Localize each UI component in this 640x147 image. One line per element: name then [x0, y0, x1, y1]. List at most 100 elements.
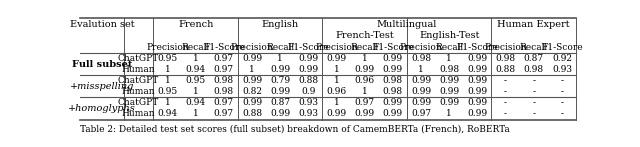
Text: 1: 1	[418, 65, 424, 74]
Text: 0.88: 0.88	[242, 110, 262, 118]
Text: 1: 1	[193, 110, 198, 118]
Text: Recall: Recall	[351, 43, 379, 52]
Text: F1-Score: F1-Score	[203, 43, 244, 52]
Text: French: French	[178, 20, 213, 29]
Text: -: -	[532, 87, 535, 96]
Text: 1: 1	[164, 98, 170, 107]
Text: 0.94: 0.94	[186, 65, 205, 74]
Text: 0.98: 0.98	[411, 54, 431, 63]
Text: 1: 1	[333, 98, 339, 107]
Text: Evalution set: Evalution set	[70, 20, 134, 29]
Text: 1: 1	[277, 54, 283, 63]
Text: English-Test: English-Test	[419, 31, 479, 40]
Text: 0.99: 0.99	[270, 87, 291, 96]
Text: 0.97: 0.97	[355, 98, 375, 107]
Text: -: -	[561, 87, 563, 96]
Text: 0.95: 0.95	[186, 76, 206, 85]
Text: 0.99: 0.99	[326, 110, 347, 118]
Text: -: -	[561, 98, 563, 107]
Text: 0.97: 0.97	[214, 54, 234, 63]
Text: -: -	[532, 76, 535, 85]
Text: 0.99: 0.99	[439, 76, 460, 85]
Text: 0.99: 0.99	[467, 76, 488, 85]
Text: 0.94: 0.94	[186, 98, 205, 107]
Text: 0.99: 0.99	[439, 87, 460, 96]
Text: -: -	[504, 98, 507, 107]
Text: 0.92: 0.92	[552, 54, 572, 63]
Text: 0.95: 0.95	[157, 87, 178, 96]
Text: 0.98: 0.98	[383, 76, 403, 85]
Text: -: -	[561, 110, 563, 118]
Text: 0.98: 0.98	[495, 54, 516, 63]
Text: -: -	[532, 110, 535, 118]
Text: 1: 1	[446, 54, 452, 63]
Text: ChatGPT: ChatGPT	[118, 98, 159, 107]
Text: 0.97: 0.97	[214, 98, 234, 107]
Text: 0.98: 0.98	[439, 65, 460, 74]
Text: 0.93: 0.93	[552, 65, 572, 74]
Text: 0.99: 0.99	[383, 110, 403, 118]
Text: 0.99: 0.99	[411, 98, 431, 107]
Text: F1-Score: F1-Score	[372, 43, 413, 52]
Text: 1: 1	[193, 54, 198, 63]
Text: 0.99: 0.99	[298, 54, 319, 63]
Text: 0.99: 0.99	[355, 110, 375, 118]
Text: -: -	[504, 87, 507, 96]
Text: 0.99: 0.99	[383, 98, 403, 107]
Text: 0.88: 0.88	[495, 65, 516, 74]
Text: 0.99: 0.99	[383, 65, 403, 74]
Text: 0.99: 0.99	[467, 98, 488, 107]
Text: 0.82: 0.82	[242, 87, 262, 96]
Text: 0.96: 0.96	[355, 76, 375, 85]
Text: 0.99: 0.99	[467, 65, 488, 74]
Text: Full subset: Full subset	[72, 60, 132, 69]
Text: Recall: Recall	[266, 43, 294, 52]
Text: 0.99: 0.99	[242, 54, 262, 63]
Text: 1: 1	[362, 54, 367, 63]
Text: 0.93: 0.93	[298, 98, 318, 107]
Text: Precision: Precision	[146, 43, 189, 52]
Text: 0.99: 0.99	[270, 110, 291, 118]
Text: Human: Human	[122, 110, 156, 118]
Text: Human: Human	[122, 87, 156, 96]
Text: 0.99: 0.99	[326, 54, 347, 63]
Text: 0.96: 0.96	[326, 87, 347, 96]
Text: -: -	[504, 76, 507, 85]
Text: Recall: Recall	[435, 43, 463, 52]
Text: Recall: Recall	[520, 43, 548, 52]
Text: 1: 1	[193, 87, 198, 96]
Text: 1: 1	[164, 76, 170, 85]
Text: F1-Score: F1-Score	[456, 43, 498, 52]
Text: French-Test: French-Test	[335, 31, 394, 40]
Text: 0.87: 0.87	[524, 54, 544, 63]
Text: Precision: Precision	[399, 43, 442, 52]
Text: Precision: Precision	[230, 43, 273, 52]
Text: 0.95: 0.95	[157, 54, 178, 63]
Text: Human Expert: Human Expert	[497, 20, 570, 29]
Text: 1: 1	[362, 87, 367, 96]
Text: ChatGPT: ChatGPT	[118, 76, 159, 85]
Text: Table 2: Detailed test set scores (full subset) breakdown of CamemBERTa (French): Table 2: Detailed test set scores (full …	[80, 124, 509, 133]
Text: F1-Score: F1-Score	[541, 43, 583, 52]
Text: 0.99: 0.99	[242, 98, 262, 107]
Text: 1: 1	[249, 65, 255, 74]
Text: 0.99: 0.99	[270, 65, 291, 74]
Text: F1-Score: F1-Score	[287, 43, 329, 52]
Text: 0.94: 0.94	[157, 110, 177, 118]
Text: 1: 1	[333, 76, 339, 85]
Text: 0.99: 0.99	[411, 87, 431, 96]
Text: 0.99: 0.99	[383, 54, 403, 63]
Text: +homoglyphs: +homoglyphs	[68, 104, 136, 113]
Text: 0.9: 0.9	[301, 87, 316, 96]
Text: -: -	[532, 98, 535, 107]
Text: 0.99: 0.99	[439, 98, 460, 107]
Text: Multilingual: Multilingual	[377, 20, 437, 29]
Text: Precision: Precision	[484, 43, 527, 52]
Text: 1: 1	[333, 65, 339, 74]
Text: 0.98: 0.98	[524, 65, 544, 74]
Text: 0.99: 0.99	[355, 65, 375, 74]
Text: 0.99: 0.99	[242, 76, 262, 85]
Text: 0.88: 0.88	[298, 76, 319, 85]
Text: 0.99: 0.99	[298, 65, 319, 74]
Text: 0.98: 0.98	[214, 87, 234, 96]
